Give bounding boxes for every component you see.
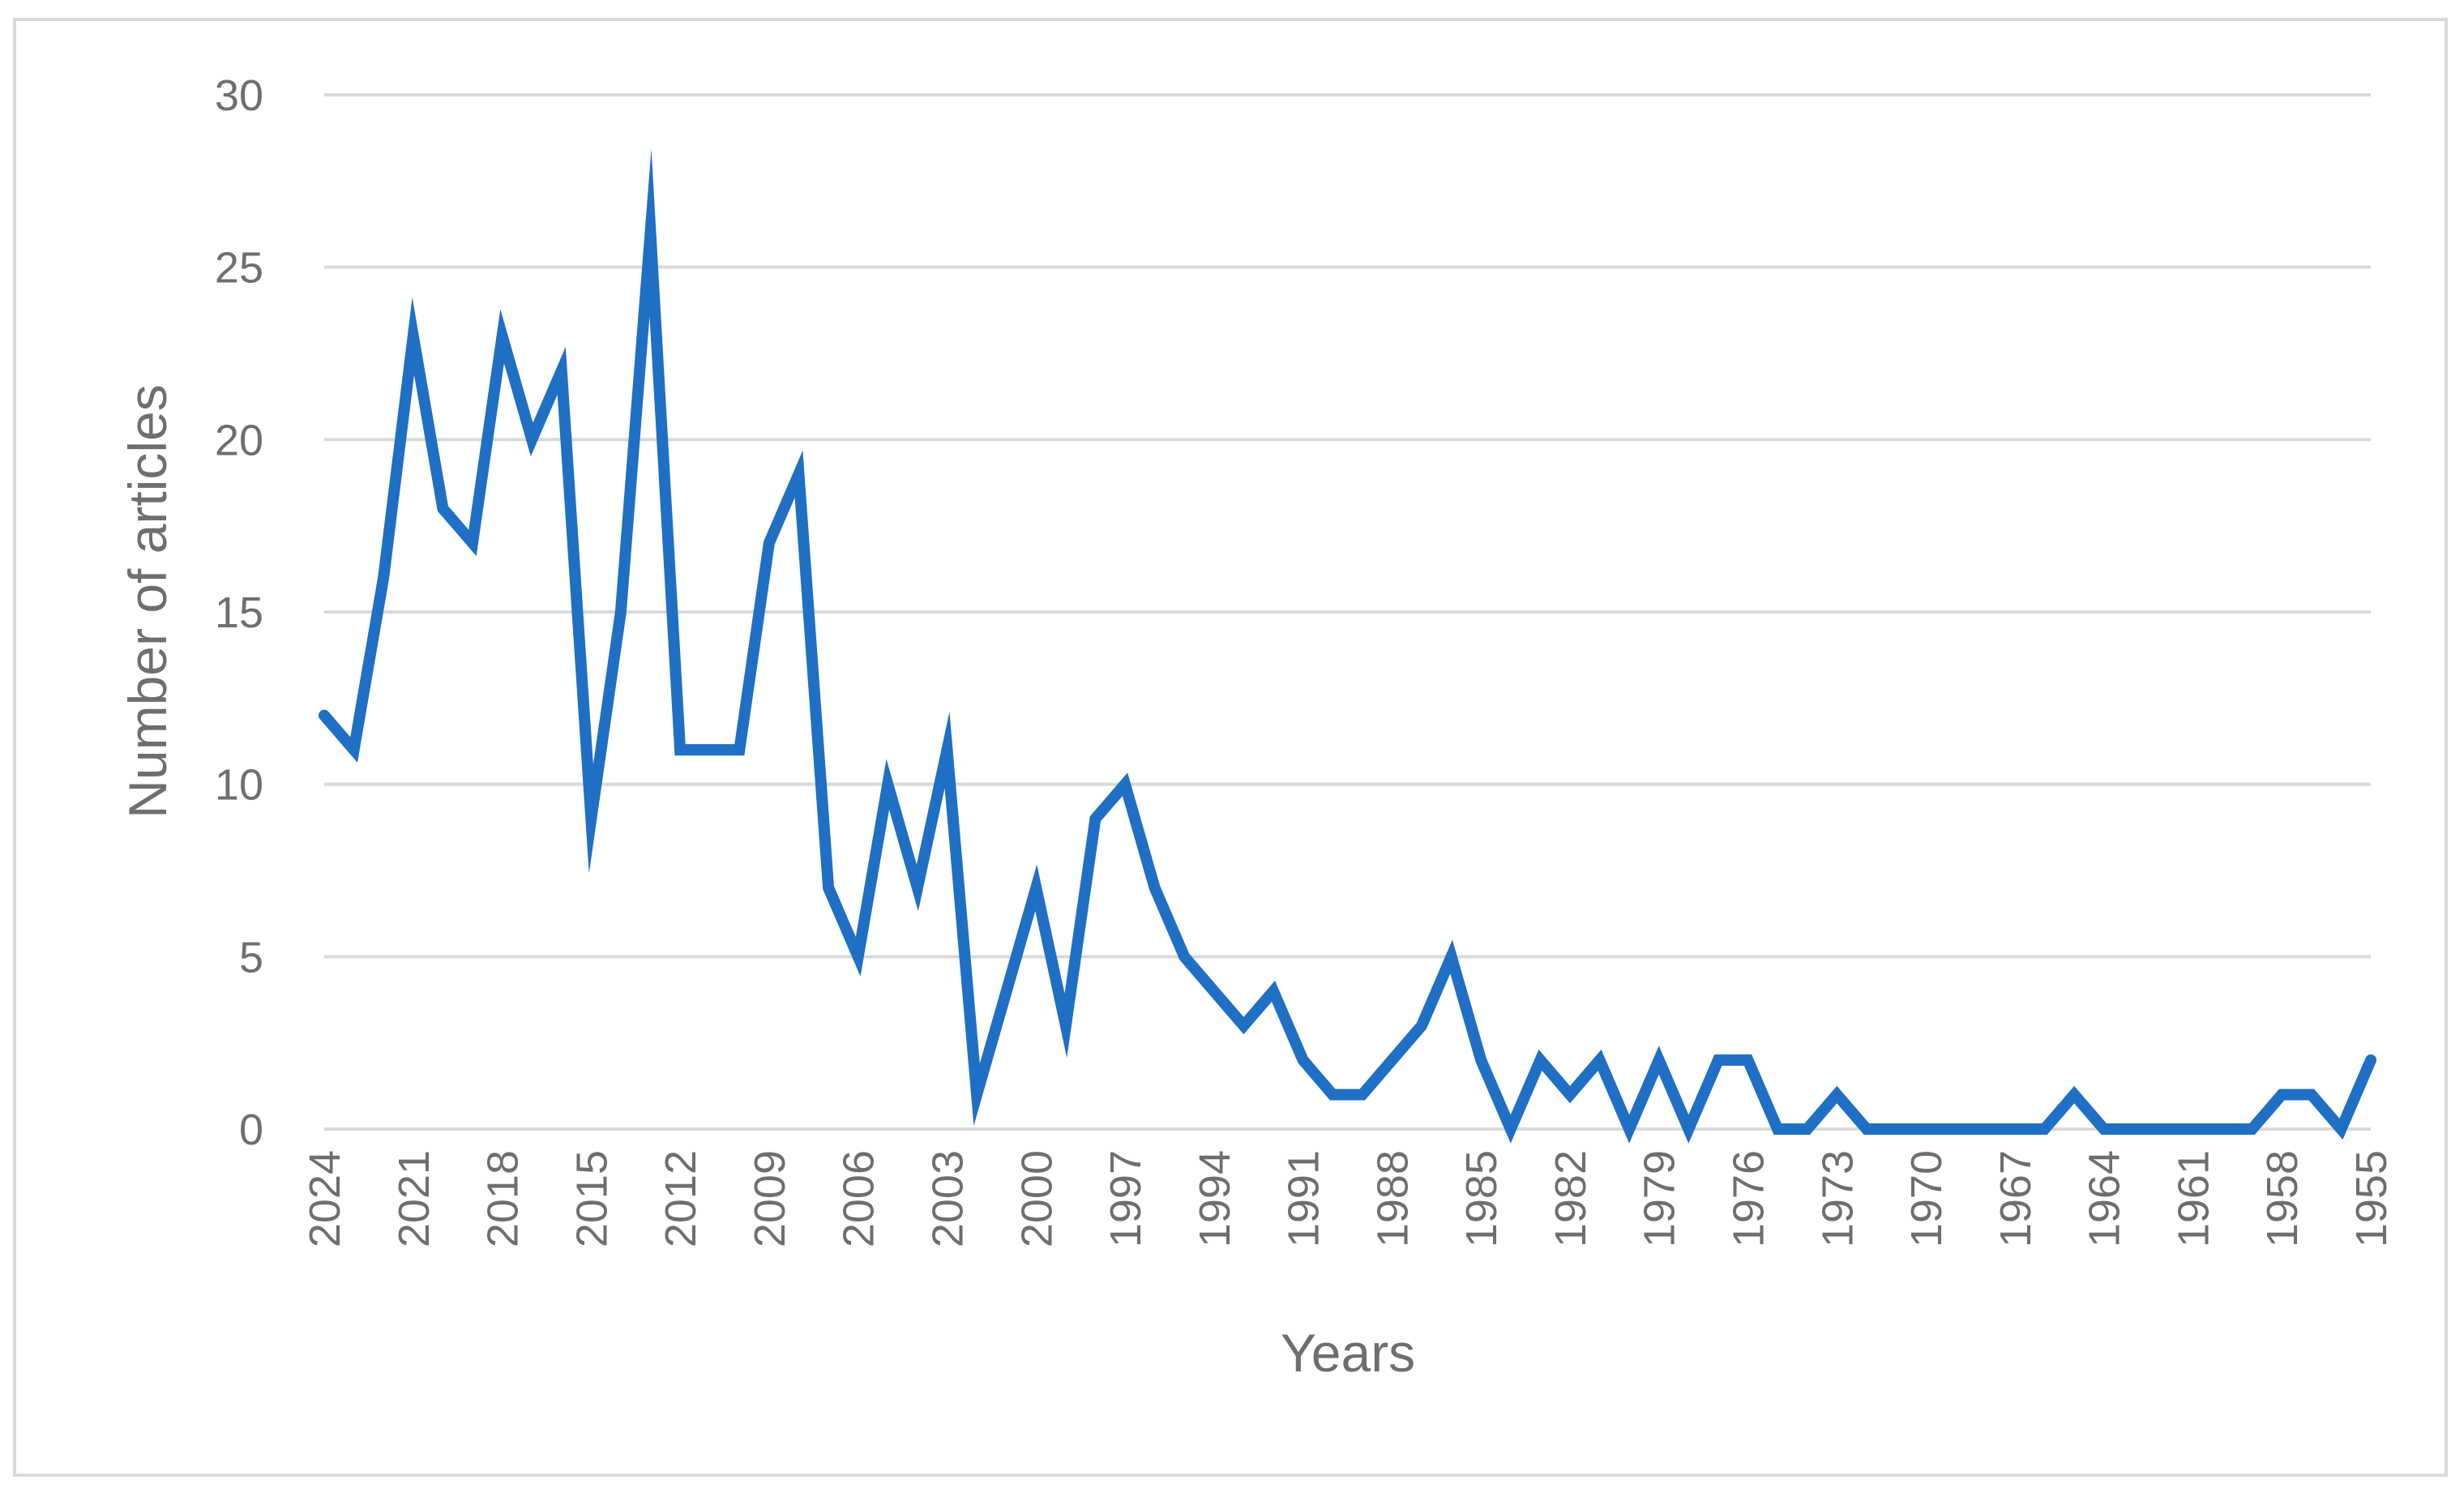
x-tick-label: 2021 xyxy=(390,1150,438,1247)
y-tick-label: 30 xyxy=(215,71,263,120)
data-point xyxy=(1955,1128,1957,1130)
data-point xyxy=(1866,1128,1867,1130)
x-tick-label: 2006 xyxy=(835,1150,883,1247)
data-point xyxy=(1539,1059,1541,1061)
series-lines xyxy=(319,148,2376,1144)
x-tick-label: 1976 xyxy=(1725,1150,1773,1247)
data-point xyxy=(2073,1094,2075,1095)
chart-frame xyxy=(13,18,2448,1477)
x-tick-label: 2003 xyxy=(923,1150,972,1247)
data-point xyxy=(1925,1128,1927,1130)
data-point xyxy=(798,473,799,475)
data-point xyxy=(1006,990,1007,992)
x-tick-label: 1970 xyxy=(1902,1150,1951,1247)
data-point xyxy=(2014,1128,2016,1130)
data-point xyxy=(2132,1128,2134,1130)
data-point xyxy=(1510,1128,1512,1130)
data-point xyxy=(323,715,325,717)
data-point xyxy=(1451,956,1452,957)
x-tick-label: 1964 xyxy=(2081,1150,2129,1247)
data-point xyxy=(768,542,770,544)
data-point xyxy=(2044,1128,2045,1130)
data-point xyxy=(679,749,681,751)
data-point xyxy=(2311,1094,2312,1095)
data-point xyxy=(353,749,355,751)
y-axis-title: Number of articles xyxy=(118,384,178,819)
x-tick-label: 1955 xyxy=(2347,1150,2396,1247)
data-point xyxy=(1273,990,1274,992)
x-axis-title: Years xyxy=(1281,1323,1415,1383)
data-point xyxy=(1243,1025,1244,1026)
x-tick-label: 1994 xyxy=(1191,1150,1239,1247)
data-point xyxy=(1569,1094,1571,1095)
x-tick-label: 1985 xyxy=(1457,1150,1506,1247)
y-tick-label: 10 xyxy=(215,761,263,810)
y-tick-label: 15 xyxy=(215,588,263,637)
x-tick-label: 2000 xyxy=(1012,1150,1061,1247)
x-tick-label: 1979 xyxy=(1636,1150,1684,1247)
y-tick-label: 5 xyxy=(239,933,263,982)
data-point xyxy=(2192,1128,2193,1130)
gridlines xyxy=(324,93,2371,1131)
data-point xyxy=(383,577,384,578)
data-point xyxy=(738,749,740,751)
x-tick-label: 1991 xyxy=(1280,1150,1328,1247)
data-point xyxy=(947,749,948,751)
data-point xyxy=(1480,1059,1482,1061)
x-axis-tick-labels: 2024 2021 2018 2015 2012 2009 2006 2003 2000 1997… xyxy=(301,1150,2396,1247)
y-axis-tick-labels: 0 5 10 15 20 25 30 xyxy=(215,71,263,1154)
data-point xyxy=(561,370,563,371)
data-point xyxy=(2222,1128,2223,1130)
data-point xyxy=(1183,956,1185,957)
data-point xyxy=(1065,1025,1067,1026)
data-point xyxy=(2103,1128,2105,1130)
x-tick-label: 2024 xyxy=(301,1150,349,1247)
data-point xyxy=(709,749,711,751)
data-point xyxy=(1124,784,1126,785)
x-tick-label: 2009 xyxy=(746,1150,794,1247)
series-line-0 xyxy=(319,148,2376,1144)
data-point xyxy=(1984,1128,1986,1130)
x-tick-label: 1982 xyxy=(1546,1150,1595,1247)
data-points xyxy=(323,232,2372,1130)
data-point xyxy=(2162,1128,2164,1130)
data-point xyxy=(1599,1059,1601,1061)
x-tick-label: 1958 xyxy=(2258,1150,2307,1247)
data-point xyxy=(2340,1128,2342,1130)
y-tick-label: 20 xyxy=(215,416,263,464)
y-tick-label: 25 xyxy=(215,244,263,293)
x-tick-label: 1961 xyxy=(2169,1150,2218,1247)
data-point xyxy=(1747,1059,1748,1061)
x-tick-label: 1988 xyxy=(1368,1150,1417,1247)
data-point xyxy=(1658,1059,1660,1061)
x-tick-label: 1997 xyxy=(1102,1150,1150,1247)
data-point xyxy=(531,438,533,440)
x-tick-label: 1967 xyxy=(1991,1150,2040,1247)
data-point xyxy=(620,611,622,613)
data-point xyxy=(1777,1128,1778,1130)
data-point xyxy=(1628,1128,1630,1130)
data-point xyxy=(1213,990,1215,992)
data-point xyxy=(2370,1059,2372,1061)
x-tick-label: 2012 xyxy=(657,1150,705,1247)
x-tick-label: 2015 xyxy=(567,1150,616,1247)
x-tick-label: 2018 xyxy=(479,1150,528,1247)
data-point xyxy=(1896,1128,1897,1130)
y-tick-label: 0 xyxy=(239,1106,263,1154)
data-point xyxy=(1688,1128,1689,1130)
x-tick-label: 1973 xyxy=(1813,1150,1862,1247)
